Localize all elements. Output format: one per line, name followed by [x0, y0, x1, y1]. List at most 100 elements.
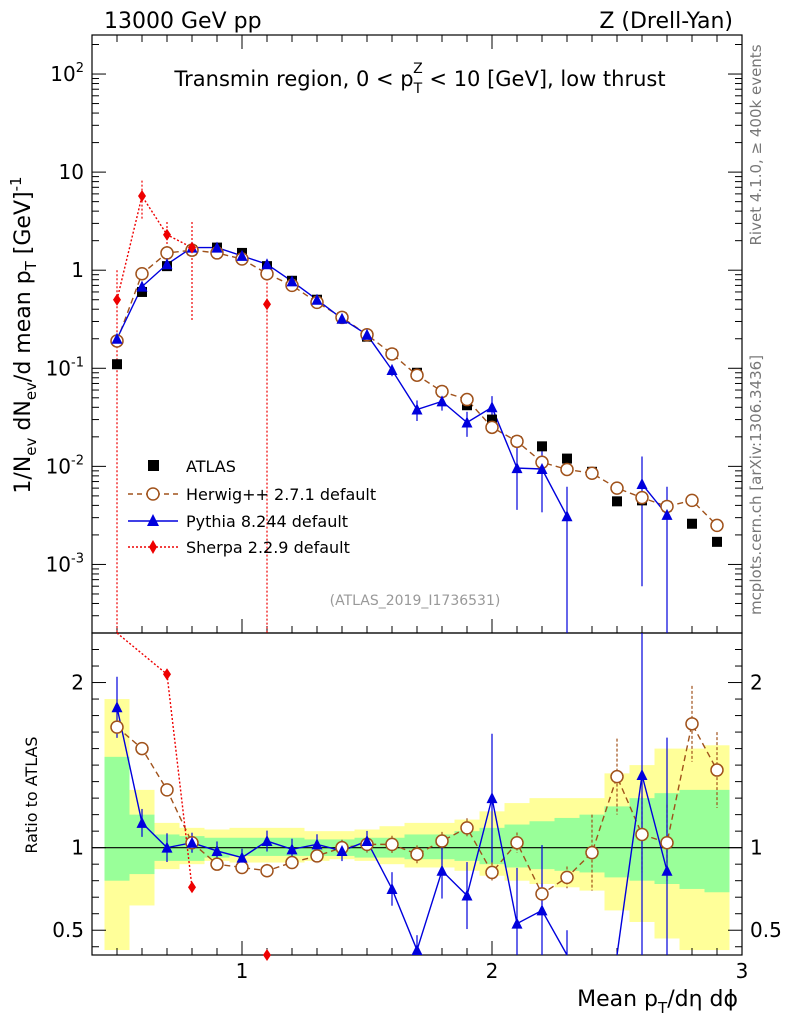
pythia-ratio-point	[361, 835, 373, 847]
rivet-label: Rivet 4.1.0, ≥ 400k events	[747, 44, 765, 245]
y-tick-label: 1	[71, 258, 84, 282]
ratio-tick-label: 2	[71, 671, 84, 695]
herwig-ratio-point	[160, 783, 174, 797]
herwig-ratio-point	[660, 835, 674, 850]
herwig-point	[560, 462, 574, 477]
band-inner-bin	[579, 814, 605, 873]
atlas-point	[562, 453, 572, 464]
pythia-ratio-point	[461, 889, 473, 901]
main-y-ticks: 10-3 10-2 10-1 1 10 102	[46, 44, 742, 634]
pythia-point	[636, 478, 648, 490]
mcplots-label: mcplots.cern.ch [arXiv:1306.3436]	[747, 355, 765, 615]
atlas-point	[687, 518, 697, 529]
ratio-tick-label-right: 2	[750, 671, 763, 695]
pythia-ratio-point	[111, 701, 123, 713]
sherpa-point	[163, 228, 171, 241]
pythia-ratio-point	[661, 864, 673, 876]
header-right: Z (Drell-Yan)	[599, 9, 733, 34]
band-inner-bin	[229, 837, 255, 856]
pythia-point	[111, 332, 123, 344]
legend-atlas-label: ATLAS	[186, 457, 236, 476]
herwig-ratio-point	[285, 855, 299, 870]
band-inner-bin	[604, 806, 630, 878]
sherpa-ratio-line	[116, 632, 168, 675]
sherpa-point	[138, 190, 146, 203]
main-series	[110, 180, 724, 633]
herwig-point	[585, 466, 599, 481]
pythia-ratio-point	[236, 851, 248, 863]
sherpa-ratio-point	[188, 881, 196, 894]
ratio-y-ticks: 0.5 0.5 1 1 2 2	[52, 649, 782, 948]
legend-sherpa-marker	[149, 540, 157, 554]
herwig-ratio-point	[210, 857, 224, 871]
herwig-point	[685, 493, 699, 508]
sherpa-point	[188, 241, 196, 254]
herwig-point	[385, 347, 399, 361]
pythia-point	[536, 462, 548, 474]
x-tick-label: 1	[236, 959, 249, 983]
pythia-point	[311, 293, 323, 305]
ratio-series	[110, 632, 724, 961]
herwig-point	[610, 481, 624, 495]
y-tick-label: 10-3	[46, 551, 84, 576]
y-tick-label: 102	[50, 61, 84, 86]
herwig-ratio-point	[485, 865, 499, 880]
band-inner-bin	[554, 817, 580, 871]
pythia-ratio-point	[636, 769, 648, 781]
herwig-ratio-point	[410, 847, 424, 862]
pythia-ratio-point	[311, 838, 323, 850]
herwig-point	[160, 246, 174, 260]
pythia-point	[436, 395, 448, 407]
pythia-point	[361, 328, 373, 340]
ratio-tick-label-right: 0.5	[750, 918, 782, 942]
pythia-ratio-point	[411, 944, 423, 956]
pythia-ratio-point	[211, 844, 223, 856]
header-left: 13000 GeV pp	[104, 9, 262, 34]
pythia-ratio-point	[536, 904, 548, 916]
herwig-ratio-point	[560, 870, 574, 885]
pythia-ratio-point	[386, 882, 398, 894]
sherpa-point	[113, 293, 121, 306]
herwig-ratio-point	[510, 835, 524, 850]
herwig-ratio-point	[610, 769, 624, 784]
atlas-point	[612, 496, 622, 507]
herwig-ratio-point	[385, 837, 399, 852]
ratio-tick-label: 0.5	[52, 918, 84, 942]
herwig-ratio-point	[535, 887, 549, 901]
sherpa-ratio-point	[263, 949, 271, 961]
analysis-id: (ATLAS_2019_I1736531)	[330, 593, 501, 609]
herwig-point	[410, 368, 424, 382]
band-inner-bin	[104, 756, 130, 881]
herwig-ratio-point	[635, 827, 649, 842]
x-axis-label: Mean pT/dη dϕ	[577, 987, 738, 1017]
pythia-ratio-point	[186, 836, 198, 848]
herwig-ratio-point	[710, 763, 724, 777]
main-y-axis-label: 1/Nev dNev/d mean pT [GeV]-1	[7, 176, 40, 493]
sherpa-ratio-point	[163, 668, 171, 681]
legend-pythia-label: Pythia 8.244 default	[186, 512, 348, 531]
x-tick-label: 3	[736, 959, 749, 983]
herwig-ratio-point	[685, 717, 699, 731]
herwig-point	[485, 420, 499, 435]
pythia-point	[211, 241, 223, 253]
pythia-point	[461, 416, 473, 428]
legend-herwig-label: Herwig++ 2.7.1 default	[186, 485, 376, 504]
pythia-ratio-point	[436, 864, 448, 876]
pythia-ratio-point	[261, 835, 273, 847]
pythia-ratio-point	[136, 816, 148, 828]
y-tick-label: 10-1	[46, 355, 84, 380]
pythia-point	[511, 462, 523, 474]
pythia-point	[236, 249, 248, 261]
atlas-point	[112, 359, 122, 370]
herwig-point	[510, 434, 524, 449]
x-tick-label: 2	[486, 959, 499, 983]
herwig-point	[460, 392, 474, 407]
band-inner-bin	[704, 789, 730, 893]
pythia-point	[261, 258, 273, 270]
herwig-point	[260, 266, 274, 281]
legend-herwig-marker	[146, 487, 160, 501]
band-inner-bin	[679, 789, 705, 889]
ratio-bands	[92, 699, 742, 951]
herwig-point	[635, 490, 649, 505]
